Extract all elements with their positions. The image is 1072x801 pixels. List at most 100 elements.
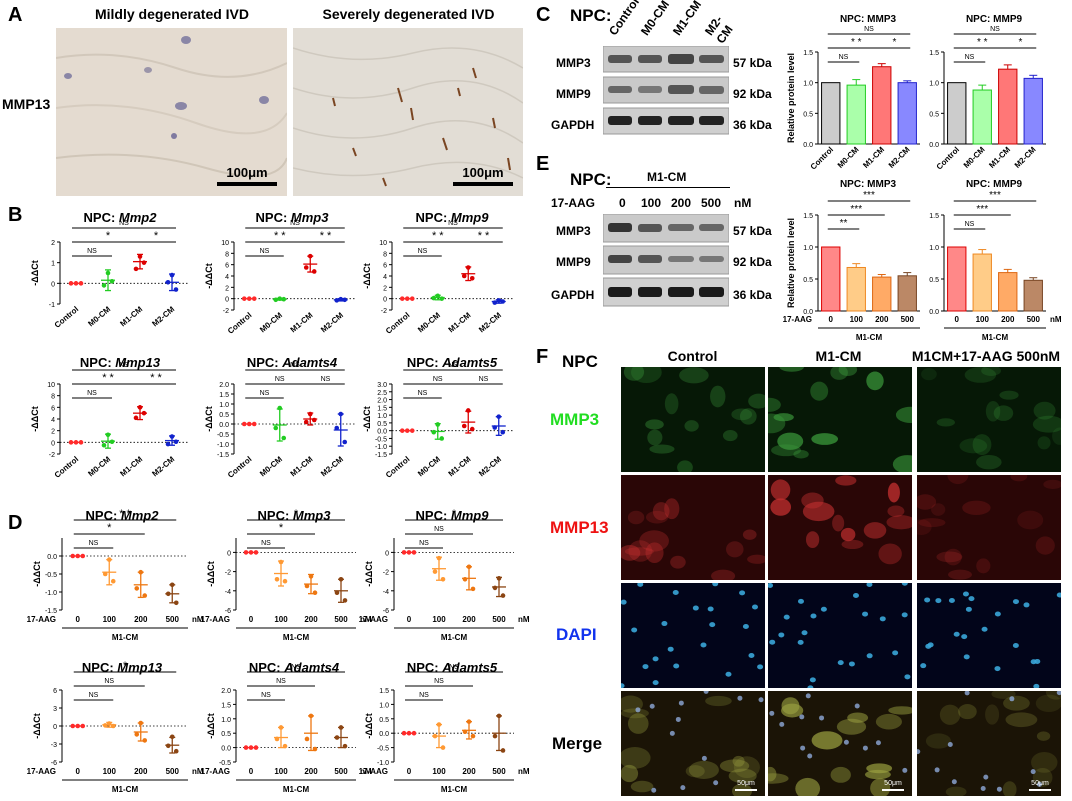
y-tick-label: 0.0 [219, 422, 229, 429]
x-tick-label: 100 [103, 767, 117, 776]
significance-label: NS [434, 526, 444, 533]
significance-label: * * [432, 230, 444, 242]
data-point [469, 426, 475, 432]
x-tick-label: 500 [334, 615, 348, 624]
chart-b-adamts5: NPC: Adamts5 -1.5-1.0-0.50.00.51.01.52.02… [362, 355, 514, 480]
data-point [440, 745, 446, 750]
blot-row-label: MMP9 [556, 87, 591, 101]
unit-label: nM [360, 615, 372, 624]
significance-label: ** [840, 218, 848, 229]
y-tick-label: -2 [49, 452, 55, 459]
x-tick-label: M1-CM [861, 145, 886, 170]
x-tick-label: M1-CM [118, 454, 144, 478]
unit-label: nM [192, 615, 204, 624]
significance-label: NS [89, 692, 99, 699]
data-point [78, 440, 84, 445]
data-point [311, 269, 317, 274]
x-tick-label: 200 [134, 615, 148, 624]
chart-b-mmp13: NPC: Mmp13 -2 0 2 4 6 8 10 -ΔΔCt NS * * * * NS Contro… [30, 355, 188, 480]
data-point [133, 415, 139, 421]
data-point [165, 280, 171, 285]
y-tick-label: 2.0 [219, 382, 229, 389]
data-point [169, 434, 175, 439]
x-tick-label: M0-CM [836, 145, 861, 170]
significance-label: NS [275, 376, 285, 383]
data-point [496, 713, 502, 719]
y-tick-label: 1.0 [379, 702, 389, 709]
data-point [342, 743, 348, 749]
data-point [465, 265, 471, 270]
x-tick-label: 200 [462, 615, 476, 624]
fluor-row-label: Merge [552, 734, 603, 753]
x-tick-label: M1-CM [447, 454, 473, 478]
data-point [399, 428, 405, 433]
y-tick-label: 10 [379, 240, 387, 247]
significance-label: NS [260, 390, 270, 397]
data-point [334, 735, 340, 740]
data-point [281, 435, 287, 441]
data-point [431, 295, 437, 301]
data-point [274, 576, 280, 582]
data-point [101, 442, 107, 448]
x-tick-label: 200 [134, 767, 148, 776]
data-point [70, 553, 76, 559]
data-point [338, 296, 344, 302]
blot-row-label: MMP3 [556, 224, 591, 238]
data-point [411, 730, 417, 736]
group-label: M1-CM [112, 785, 139, 794]
group-label: M1-CM [982, 333, 1009, 342]
panel-e-npc-label: NPC: [570, 170, 612, 189]
y-tick-label: -1.0 [377, 760, 389, 767]
data-point [500, 429, 506, 435]
data-point [68, 281, 74, 286]
bar [998, 272, 1018, 312]
data-point [304, 736, 310, 742]
x-tick-label: 0 [76, 767, 81, 776]
significance-label: NS [87, 248, 97, 255]
data-point [70, 723, 76, 729]
significance-label: NS [260, 248, 270, 255]
significance-label: * [279, 522, 284, 534]
blot-row-label: GAPDH [551, 118, 595, 132]
x-tick-label: Control [935, 145, 961, 171]
data-point [80, 723, 86, 729]
y-tick-label: -2 [225, 570, 231, 577]
data-point [169, 272, 175, 278]
data-point [165, 441, 171, 447]
y-tick-label: -1 [49, 302, 55, 309]
chart-title-prefix: NPC: [80, 355, 115, 370]
chart-title-gene: Adamts4 [281, 355, 338, 370]
fluorescence-image [768, 583, 912, 688]
blot-row-label: MMP3 [556, 56, 591, 70]
data-point [105, 270, 111, 276]
group-label: M1-CM [283, 633, 310, 642]
chart-title-gene: Mmp13 [115, 355, 161, 370]
aag-label: 17-AAG [27, 615, 56, 624]
y-tick-label: 0 [53, 724, 57, 731]
y-tick-label: -6 [51, 760, 57, 767]
significance-label: * * [320, 230, 332, 242]
x-tick-label: 0 [829, 315, 834, 324]
aag-label: 17-AAG [201, 767, 230, 776]
data-point [399, 296, 405, 301]
data-point [462, 729, 468, 735]
x-tick-label: 200 [304, 767, 318, 776]
y-tick-label: 1.5 [929, 50, 939, 57]
panel-c-npc-label: NPC: [570, 6, 612, 25]
bar [872, 276, 892, 312]
blot-kda-label: 36 kDa [733, 288, 772, 302]
y-tick-label: 0 [51, 281, 55, 288]
x-tick-label: 200 [304, 615, 318, 624]
chart-d-mmp3: NPC: Mmp3 -6 -4 -2 0 -ΔΔCt NS * * 17-AAG 0 100 200 50… [201, 508, 372, 642]
y-axis-label: -ΔΔCt [204, 263, 214, 288]
data-point [134, 586, 140, 591]
y-axis-label: -ΔΔCt [362, 263, 372, 288]
significance-label: * [106, 230, 111, 242]
chart-title-prefix: NPC: [84, 210, 119, 225]
x-tick-label: 100 [850, 315, 864, 324]
y-tick-label: 1.5 [379, 688, 389, 695]
significance-label: NS [965, 221, 975, 228]
aag-label: 17-AAG [359, 615, 388, 624]
x-tick-label: 500 [492, 767, 506, 776]
